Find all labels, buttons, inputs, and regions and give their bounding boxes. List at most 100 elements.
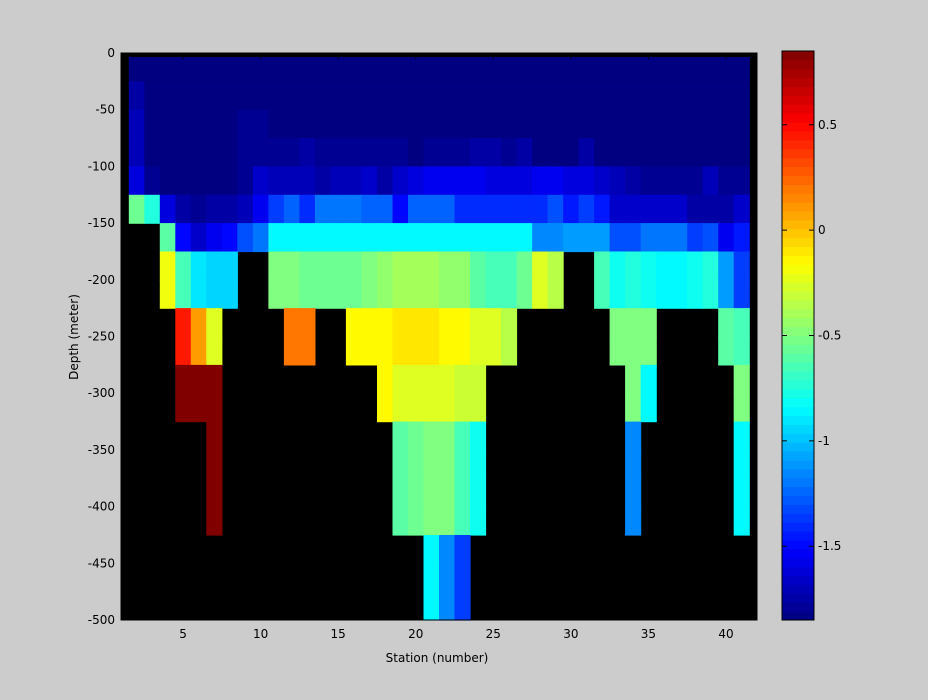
heatmap-cell bbox=[283, 81, 300, 111]
x-axis: 5 10 15 20 25 30 35 40 bbox=[179, 53, 734, 641]
heatmap-cell bbox=[532, 166, 549, 196]
heatmap-cell bbox=[702, 194, 719, 224]
heatmap-cell bbox=[237, 81, 254, 111]
heatmap-cell bbox=[578, 138, 595, 168]
heatmap-cell bbox=[625, 393, 642, 423]
heatmap-cell bbox=[547, 81, 564, 111]
heatmap-cell bbox=[516, 166, 533, 196]
colorbar-band bbox=[782, 273, 814, 283]
heatmap-cell bbox=[687, 251, 704, 281]
heatmap-cell bbox=[128, 109, 145, 139]
heatmap-cell bbox=[454, 223, 471, 253]
heatmap-cell bbox=[532, 109, 549, 139]
heatmap-cell bbox=[314, 57, 331, 82]
heatmap-cell bbox=[330, 81, 347, 111]
heatmap-cell bbox=[190, 109, 207, 139]
heatmap-cell bbox=[470, 81, 487, 111]
heatmap-cell bbox=[361, 109, 378, 139]
heatmap-cell bbox=[283, 308, 300, 338]
heatmap-cell bbox=[345, 109, 362, 139]
heatmap-cell bbox=[625, 109, 642, 139]
heatmap-cell bbox=[671, 81, 688, 111]
heatmap-cell bbox=[640, 81, 657, 111]
heatmap-cell bbox=[454, 308, 471, 338]
y-tick-label: -500 bbox=[88, 613, 115, 627]
heatmap-cell bbox=[268, 57, 285, 82]
heatmap-cell bbox=[392, 251, 409, 281]
heatmap-cell bbox=[159, 166, 176, 196]
colorbar-band bbox=[782, 557, 814, 568]
heatmap-cell bbox=[563, 81, 580, 111]
heatmap-cell bbox=[594, 138, 611, 168]
heatmap-cell bbox=[392, 421, 409, 451]
heatmap-cell bbox=[687, 57, 704, 82]
heatmap-cell bbox=[283, 57, 300, 82]
heatmap-cell bbox=[609, 57, 626, 82]
y-tick-label: -450 bbox=[88, 556, 115, 570]
colorbar-axis: 0.5 0 -0.5 -1 -1.5 bbox=[782, 118, 841, 553]
heatmap-cell bbox=[470, 57, 487, 82]
heatmap-cell bbox=[501, 57, 518, 82]
heatmap-cell bbox=[439, 478, 456, 508]
heatmap-cell bbox=[144, 166, 161, 196]
heatmap-cell bbox=[361, 308, 378, 338]
colorbar-band bbox=[782, 575, 814, 585]
heatmap-cell bbox=[439, 57, 456, 82]
heatmap-cell bbox=[423, 194, 440, 224]
x-tick-label: 40 bbox=[718, 627, 733, 641]
heatmap-cell bbox=[439, 251, 456, 281]
heatmap-cell bbox=[578, 223, 595, 253]
colorbar-band bbox=[782, 175, 814, 185]
heatmap-cell bbox=[439, 535, 456, 564]
heatmap-cell bbox=[392, 223, 409, 253]
heatmap-cell bbox=[687, 223, 704, 253]
heatmap-cell bbox=[392, 166, 409, 196]
colorbar-band bbox=[782, 122, 814, 132]
heatmap-cell bbox=[206, 57, 223, 82]
heatmap-cell bbox=[547, 109, 564, 139]
heatmap-cell bbox=[563, 223, 580, 253]
heatmap-cell bbox=[283, 109, 300, 139]
heatmap-cell bbox=[640, 279, 657, 309]
heatmap-cell bbox=[314, 81, 331, 111]
heatmap-cell bbox=[190, 393, 207, 423]
heatmap-cell bbox=[563, 166, 580, 196]
heatmap-cell bbox=[439, 223, 456, 253]
heatmap-cell bbox=[640, 166, 657, 196]
heatmap-cell bbox=[314, 109, 331, 139]
heatmap-cell bbox=[733, 166, 750, 196]
heatmap-cell bbox=[268, 81, 285, 111]
heatmap-cell bbox=[439, 591, 456, 621]
heatmap-cell bbox=[501, 223, 518, 253]
heatmap-cell bbox=[687, 109, 704, 139]
colorbar-band bbox=[782, 157, 814, 168]
heatmap-cell bbox=[671, 166, 688, 196]
colorbar-band bbox=[782, 317, 814, 328]
heatmap-cell bbox=[423, 421, 440, 451]
x-tick-label: 25 bbox=[486, 627, 501, 641]
heatmap-cell bbox=[299, 57, 316, 82]
heatmap-cell bbox=[175, 279, 192, 309]
heatmap-cell bbox=[485, 194, 502, 224]
heatmap-cell bbox=[470, 393, 487, 423]
colorbar-band bbox=[782, 397, 814, 408]
x-tick-label: 35 bbox=[641, 627, 656, 641]
heatmap-cell bbox=[221, 57, 238, 82]
heatmap-cell bbox=[454, 57, 471, 82]
heatmap-cell bbox=[439, 336, 456, 366]
heatmap-cell bbox=[377, 223, 394, 253]
heatmap-cell bbox=[687, 194, 704, 224]
heatmap-cell bbox=[299, 223, 316, 253]
heatmap-cell bbox=[733, 138, 750, 168]
heatmap-cell bbox=[470, 223, 487, 253]
heatmap-cell bbox=[392, 449, 409, 479]
heatmap-cell bbox=[144, 81, 161, 111]
colorbar-band bbox=[782, 433, 814, 443]
heatmap-cell bbox=[252, 194, 269, 224]
heatmap-cell bbox=[439, 279, 456, 309]
heatmap-cell bbox=[392, 81, 409, 111]
colorbar-band bbox=[782, 139, 814, 150]
heatmap-cell bbox=[408, 308, 425, 338]
colorbar-band bbox=[782, 344, 814, 354]
heatmap-cell bbox=[314, 279, 331, 309]
